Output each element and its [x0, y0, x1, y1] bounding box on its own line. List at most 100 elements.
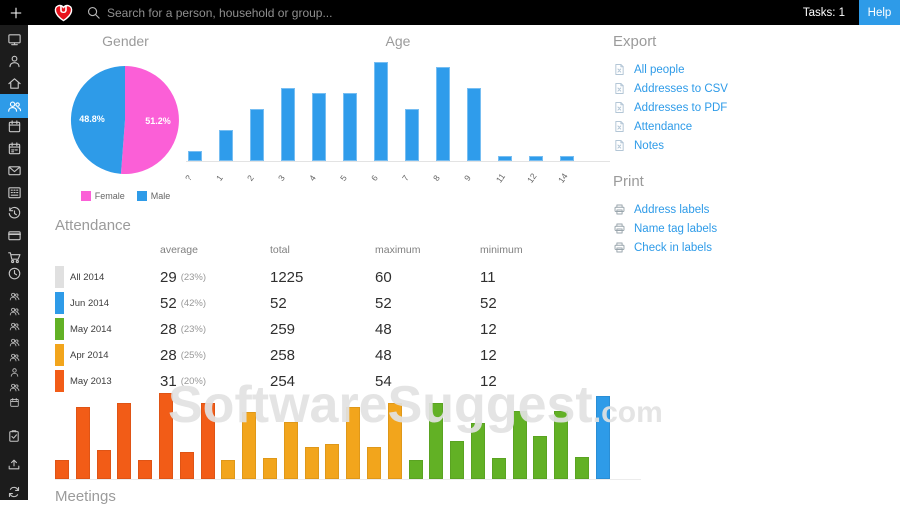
link-label: Address labels	[634, 203, 710, 216]
export-link-notes[interactable]: Notes	[613, 136, 893, 155]
topbar: U Search for a person, household or grou…	[0, 0, 900, 25]
sync-icon	[7, 485, 21, 499]
print-link-name-tag-labels[interactable]: Name tag labels	[613, 219, 893, 238]
main-content: Gender 51.2% 48.8% Female Male Age ? 1 2 3 4 5 6…	[28, 25, 900, 505]
attendance-row-label: All 2014	[55, 264, 160, 290]
export-link-addresses-to-pdf[interactable]: Addresses to PDF	[613, 98, 893, 117]
monitor-icon	[7, 32, 22, 47]
sidebar-item-users[interactable]	[0, 286, 28, 307]
age-chart-title: Age	[385, 33, 411, 49]
sidebar-item-credit-card[interactable]	[0, 225, 28, 246]
add-icon[interactable]	[9, 6, 23, 20]
sidebar-item-calendar[interactable]	[0, 392, 28, 413]
meeting-bar-may-2014	[471, 423, 485, 479]
age-bar	[374, 62, 388, 161]
export-link-attendance[interactable]: Attendance	[613, 117, 893, 136]
meeting-bar-may-2013	[200, 402, 215, 479]
attendance-total: 259	[270, 320, 296, 338]
sidebar-item-keypad[interactable]	[0, 182, 28, 203]
export-link-all-people[interactable]: All people	[613, 60, 893, 79]
calendar-icon	[7, 119, 22, 134]
attendance-section: Attendance average total maximum minimum All…	[55, 217, 635, 394]
attendance-col-maximum: maximum	[375, 244, 421, 256]
help-button[interactable]: Help	[859, 0, 900, 25]
sidebar-item-users[interactable]	[0, 332, 28, 353]
sidebar-item-history[interactable]	[0, 203, 28, 224]
age-axis-tick: 3	[275, 173, 287, 183]
sidebar-item-calendar[interactable]	[0, 116, 28, 137]
pie-percentage-label: 51.2%	[145, 116, 171, 127]
attendance-maximum: 54	[375, 372, 392, 390]
attendance-maximum: 52	[375, 294, 392, 312]
sidebar-item-user[interactable]	[0, 362, 28, 383]
users-icon	[9, 382, 20, 393]
meeting-bar-apr-2014	[346, 407, 361, 479]
month-label: All 2014	[70, 271, 105, 283]
sidebar-item-users[interactable]	[0, 316, 28, 337]
legend-item-male: Male	[136, 191, 171, 201]
meeting-bar-may-2013	[55, 459, 69, 479]
attendance-minimum: 12	[480, 320, 497, 338]
user-icon	[9, 367, 20, 378]
sidebar-item-clipboard-check[interactable]	[0, 425, 28, 446]
age-bar	[560, 155, 574, 161]
sidebar-item-users[interactable]	[0, 94, 28, 119]
print-link-address-labels[interactable]: Address labels	[613, 200, 893, 219]
month-color-swatch	[55, 370, 64, 392]
attendance-total: 254	[270, 372, 296, 390]
app-logo[interactable]: U	[52, 1, 75, 24]
age-axis-tick: 2	[244, 173, 256, 183]
attendance-average: 28 (23%)	[160, 320, 207, 338]
sidebar-item-monitor[interactable]	[0, 29, 28, 50]
age-bar	[405, 109, 419, 161]
users-icon	[9, 321, 20, 332]
age-axis-tick: 7	[399, 173, 411, 183]
sidebar	[0, 25, 28, 500]
attendance-total: 258	[270, 346, 296, 364]
sidebar-item-user[interactable]	[0, 51, 28, 72]
month-color-swatch	[55, 318, 64, 340]
doc-x-icon	[613, 82, 626, 95]
export-link-addresses-to-csv[interactable]: Addresses to CSV	[613, 79, 893, 98]
doc-x-icon	[613, 120, 626, 133]
sidebar-item-calendar-date[interactable]	[0, 138, 28, 159]
print-list: Address labels Name tag labels Check in la…	[613, 200, 893, 257]
sidebar-item-home[interactable]	[0, 73, 28, 94]
users-icon	[9, 337, 20, 348]
month-color-swatch	[55, 344, 64, 366]
pie-percentage-label: 48.8%	[79, 113, 105, 124]
legend-label: Female	[94, 191, 125, 201]
search-icon	[86, 5, 101, 20]
sidebar-item-clock[interactable]	[0, 263, 28, 284]
doc-x-icon	[613, 101, 626, 114]
meeting-bar-may-2014	[429, 402, 444, 479]
attendance-average-pct: (20%)	[180, 375, 207, 387]
meeting-bar-may-2013	[179, 451, 194, 479]
link-label: Notes	[634, 139, 665, 152]
export-list: All people Addresses to CSV Addresses to P…	[613, 60, 893, 155]
sidebar-item-users[interactable]	[0, 377, 28, 398]
sidebar-item-upload[interactable]	[0, 453, 28, 474]
sidebar-item-mail[interactable]	[0, 160, 28, 181]
age-bar	[219, 129, 233, 161]
printer-icon	[613, 241, 626, 254]
age-axis-tick: 8	[430, 173, 442, 183]
meeting-bar-may-2013	[96, 450, 111, 479]
sidebar-item-users[interactable]	[0, 301, 28, 322]
attendance-average-pct: (23%)	[180, 271, 207, 283]
gender-chart-title: Gender	[102, 33, 149, 49]
legend-label: Male	[150, 191, 171, 201]
tasks-label[interactable]: Tasks: 1	[802, 6, 845, 19]
legend-swatch	[80, 191, 91, 201]
sidebar-item-users[interactable]	[0, 347, 28, 368]
age-bar	[467, 88, 481, 161]
attendance-maximum: 48	[375, 346, 392, 364]
meeting-bar-may-2014	[575, 456, 589, 479]
sidebar-item-sync[interactable]	[0, 481, 28, 502]
search-input[interactable]: Search for a person, household or group.…	[107, 5, 333, 20]
meeting-bar-apr-2014	[283, 421, 298, 479]
month-color-swatch	[55, 292, 64, 314]
sidebar-item-cart[interactable]	[0, 247, 28, 268]
print-link-check-in-labels[interactable]: Check in labels	[613, 238, 893, 257]
age-axis-tick: 4	[306, 173, 318, 183]
